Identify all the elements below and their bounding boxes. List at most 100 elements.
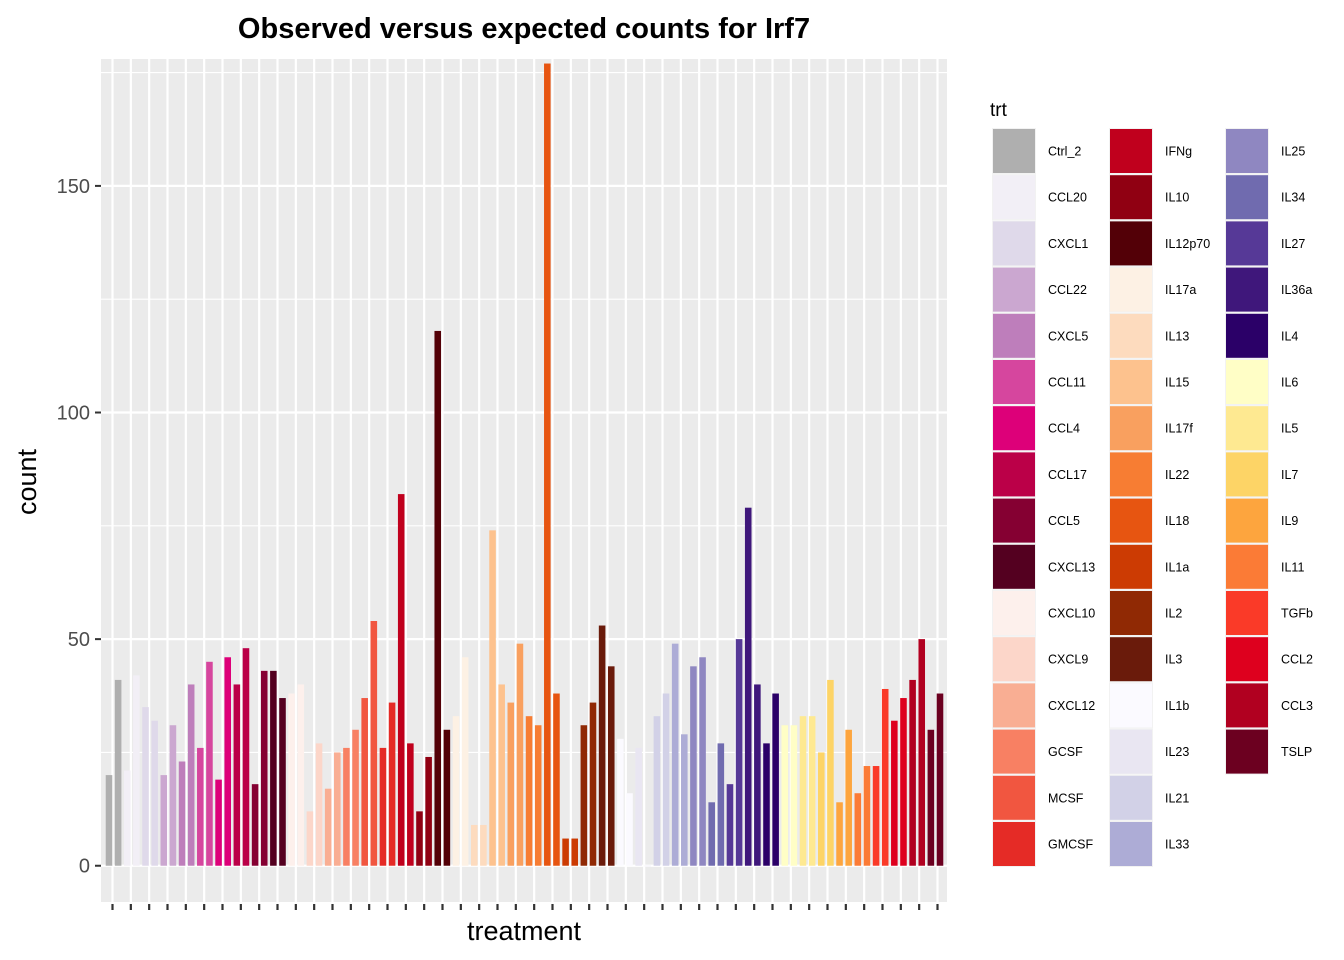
legend-label: IL12p70 [1165, 237, 1210, 251]
bar-ctrl_2 [114, 679, 122, 866]
bars [105, 63, 944, 867]
legend-label: TSLP [1281, 745, 1312, 759]
legend-label: Ctrl_2 [1048, 145, 1081, 159]
legend-swatch-tgfb [1226, 591, 1268, 635]
legend-swatch-cxcl10 [993, 591, 1035, 635]
bar-cxcl10 [297, 684, 305, 866]
legend-label: IFNg [1165, 145, 1192, 159]
legend-label: IL7 [1281, 468, 1298, 482]
legend-label: IL9 [1281, 514, 1298, 528]
legend-label: IL11 [1281, 560, 1304, 574]
bar-il23 [644, 865, 652, 867]
legend-swatch-il27 [1226, 221, 1268, 266]
bar-ccl11 [197, 747, 204, 866]
legend-label: IL18 [1165, 514, 1189, 528]
y-tick-label: 0 [79, 856, 90, 878]
bar-il33 [671, 643, 679, 866]
bar-il9 [845, 729, 852, 866]
legend-label: CXCL12 [1048, 699, 1095, 713]
legend-label: CCL17 [1048, 468, 1087, 482]
legend-swatch-tslp [1226, 729, 1268, 774]
legend-swatch-il2 [1110, 591, 1152, 635]
bar-ccl17 [242, 648, 250, 866]
bar-cxcl5 [187, 684, 195, 866]
bar-il2 [589, 702, 597, 866]
bar-il33 [681, 734, 688, 866]
legend-swatch-il6 [1226, 360, 1268, 404]
bar-il17a [452, 716, 460, 866]
bar-cxcl13 [270, 670, 277, 866]
chart-title: Observed versus expected counts for Irf7 [238, 13, 810, 45]
bar-il7 [818, 752, 825, 866]
legend-swatch-ctrl_2 [993, 129, 1035, 173]
bar-il21 [662, 693, 670, 866]
bar-il18 [544, 63, 551, 866]
legend-label: IL15 [1165, 376, 1189, 390]
bar-il22 [525, 716, 533, 866]
legend-swatch-il36a [1226, 267, 1268, 312]
legend-swatch-ccl3 [1226, 683, 1268, 728]
bar-cxcl12 [324, 788, 332, 866]
bar-tslp [927, 729, 935, 866]
legend-swatch-ccl2 [1226, 637, 1268, 682]
legend-label: CXCL13 [1048, 560, 1095, 574]
bar-cxcl13 [279, 698, 286, 866]
bar-il12p70 [434, 330, 442, 866]
bar-il15 [489, 530, 496, 866]
bar-tgfb [881, 688, 889, 866]
bar-gcsf [343, 747, 350, 866]
bar-il27 [735, 639, 743, 866]
legend-label: CCL5 [1048, 514, 1080, 528]
legend-swatch-il15 [1110, 360, 1152, 404]
legend-swatch-il21 [1110, 775, 1152, 820]
bar-ccl4 [215, 779, 222, 866]
legend-swatch-ccl4 [993, 406, 1035, 451]
bar-il17f [516, 643, 524, 866]
bar-il18 [553, 693, 560, 866]
bar-ccl5 [251, 784, 259, 866]
legend-swatch-il1b [1110, 683, 1152, 728]
bar-cxcl10 [288, 693, 295, 866]
legend-label: IL25 [1281, 145, 1305, 159]
bar-ccl3 [909, 679, 916, 866]
legend-label: IL13 [1165, 329, 1189, 343]
legend-swatch-mcsf [993, 775, 1035, 820]
legend-label: IL10 [1165, 191, 1189, 205]
bar-il13 [470, 824, 478, 866]
legend-label: IL36a [1281, 283, 1312, 297]
legend-swatch-il17f [1110, 406, 1152, 451]
bar-il25 [699, 657, 706, 866]
bar-il4 [763, 743, 770, 866]
bar-il4 [772, 693, 779, 866]
legend-swatch-il33 [1110, 822, 1152, 866]
bar-il12p70 [443, 729, 451, 866]
bar-il1b [617, 738, 624, 866]
bar-gmcsf [379, 747, 387, 866]
bar-cxcl1 [151, 720, 158, 866]
legend-swatch-ccl20 [993, 175, 1035, 220]
legend-label: IL6 [1281, 376, 1298, 390]
bar-il34 [717, 743, 725, 866]
bar-il27 [726, 784, 734, 866]
x-axis-title: treatment [467, 916, 582, 946]
legend-label: CXCL10 [1048, 607, 1095, 621]
bar-il36a [744, 507, 752, 866]
legend-swatch-cxcl12 [993, 683, 1035, 728]
bar-il22 [534, 725, 542, 866]
bar-ccl20 [133, 675, 140, 866]
legend-label: MCSF [1048, 791, 1084, 805]
bar-cxcl9 [306, 811, 314, 866]
legend-swatch-il18 [1110, 498, 1152, 543]
legend-swatch-il17a [1110, 267, 1152, 312]
legend-label: IL1a [1165, 560, 1189, 574]
legend-label: TGFb [1281, 607, 1313, 621]
legend-label: GCSF [1048, 745, 1083, 759]
legend-label: CCL22 [1048, 283, 1087, 297]
bar-ccl5 [260, 670, 268, 866]
legend-swatch-cxcl5 [993, 313, 1035, 358]
bar-cxcl9 [315, 743, 323, 866]
legend-swatch-il7 [1226, 452, 1268, 497]
legend-swatch-il13 [1110, 313, 1152, 358]
legend-label: CXCL1 [1048, 237, 1088, 251]
